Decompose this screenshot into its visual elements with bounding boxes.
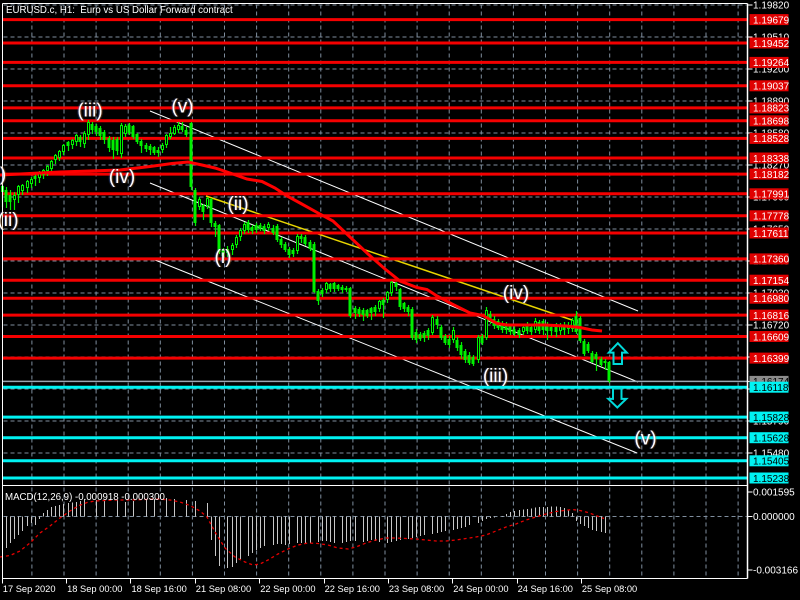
svg-text:(i): (i) [215,247,232,268]
svg-text:0.001595: 0.001595 [753,488,795,499]
svg-text:1.19264: 1.19264 [753,58,790,69]
svg-text:24 Sep 00:00: 24 Sep 00:00 [453,584,508,594]
svg-text:(v): (v) [634,429,656,450]
svg-text:1.18890: 1.18890 [753,97,790,108]
svg-text:1.19820: 1.19820 [753,1,790,12]
svg-text:1.16609: 1.16609 [753,332,790,343]
svg-text:1.18528: 1.18528 [753,134,790,145]
svg-text:(ii): (ii) [227,194,248,215]
svg-text:17 Sep 2020: 17 Sep 2020 [3,584,56,594]
svg-text:): ) [0,165,6,186]
svg-text:1.18182: 1.18182 [753,170,790,181]
svg-text:(iii): (iii) [77,101,102,122]
svg-text:1.16720: 1.16720 [753,321,790,332]
svg-text:1.19037: 1.19037 [753,82,790,93]
svg-text:1.15238: 1.15238 [753,474,790,485]
svg-text:1.17991: 1.17991 [753,190,790,201]
svg-text:1.16399: 1.16399 [753,354,790,365]
svg-text:1.15828: 1.15828 [753,413,790,424]
svg-text:1.16980: 1.16980 [753,294,790,305]
svg-text:1.19679: 1.19679 [753,15,790,26]
svg-text:1.16816: 1.16816 [753,311,790,322]
svg-text:1.18823: 1.18823 [753,104,790,115]
svg-text:22 Sep 16:00: 22 Sep 16:00 [325,584,380,594]
svg-text:1.18698: 1.18698 [753,117,790,128]
svg-text:(v): (v) [171,97,193,118]
svg-text:1.15628: 1.15628 [753,434,790,445]
svg-text:23 Sep 08:00: 23 Sep 08:00 [389,584,444,594]
svg-text:1.17778: 1.17778 [753,212,790,223]
svg-text:(iv): (iv) [503,283,529,304]
svg-text:1.16118: 1.16118 [753,383,789,394]
svg-text:24 Sep 16:00: 24 Sep 16:00 [518,584,573,594]
svg-text:(iv): (iv) [109,167,135,188]
svg-text:21 Sep 08:00: 21 Sep 08:00 [196,584,251,594]
svg-text:(ii): (ii) [0,210,19,231]
svg-text:(iii): (iii) [483,366,508,387]
svg-text:1.18270: 1.18270 [753,161,790,172]
svg-text:22 Sep 00:00: 22 Sep 00:00 [260,584,315,594]
svg-text:1.17611: 1.17611 [753,229,789,240]
svg-text:18 Sep 00:00: 18 Sep 00:00 [67,584,122,594]
svg-text:1.17154: 1.17154 [753,276,790,287]
svg-text:1.15480: 1.15480 [753,449,790,460]
svg-text:0.000000: 0.000000 [753,512,795,523]
svg-text:-0.003166: -0.003166 [753,566,798,577]
svg-text:MACD(12,26,9) -0.000918 -0.000: MACD(12,26,9) -0.000918 -0.000300 [5,492,166,503]
svg-text:EURUSD.c, H1: Euro vs US Doll: EURUSD.c, H1: Euro vs US Dollar Forward … [6,5,233,16]
svg-text:1.19200: 1.19200 [753,65,790,76]
svg-text:1.19452: 1.19452 [753,39,790,50]
svg-text:1.18338: 1.18338 [753,154,790,165]
svg-text:25 Sep 08:00: 25 Sep 08:00 [582,584,637,594]
svg-text:18 Sep 16:00: 18 Sep 16:00 [132,584,187,594]
svg-text:1.15405: 1.15405 [753,457,790,468]
svg-text:1.17360: 1.17360 [753,255,790,266]
